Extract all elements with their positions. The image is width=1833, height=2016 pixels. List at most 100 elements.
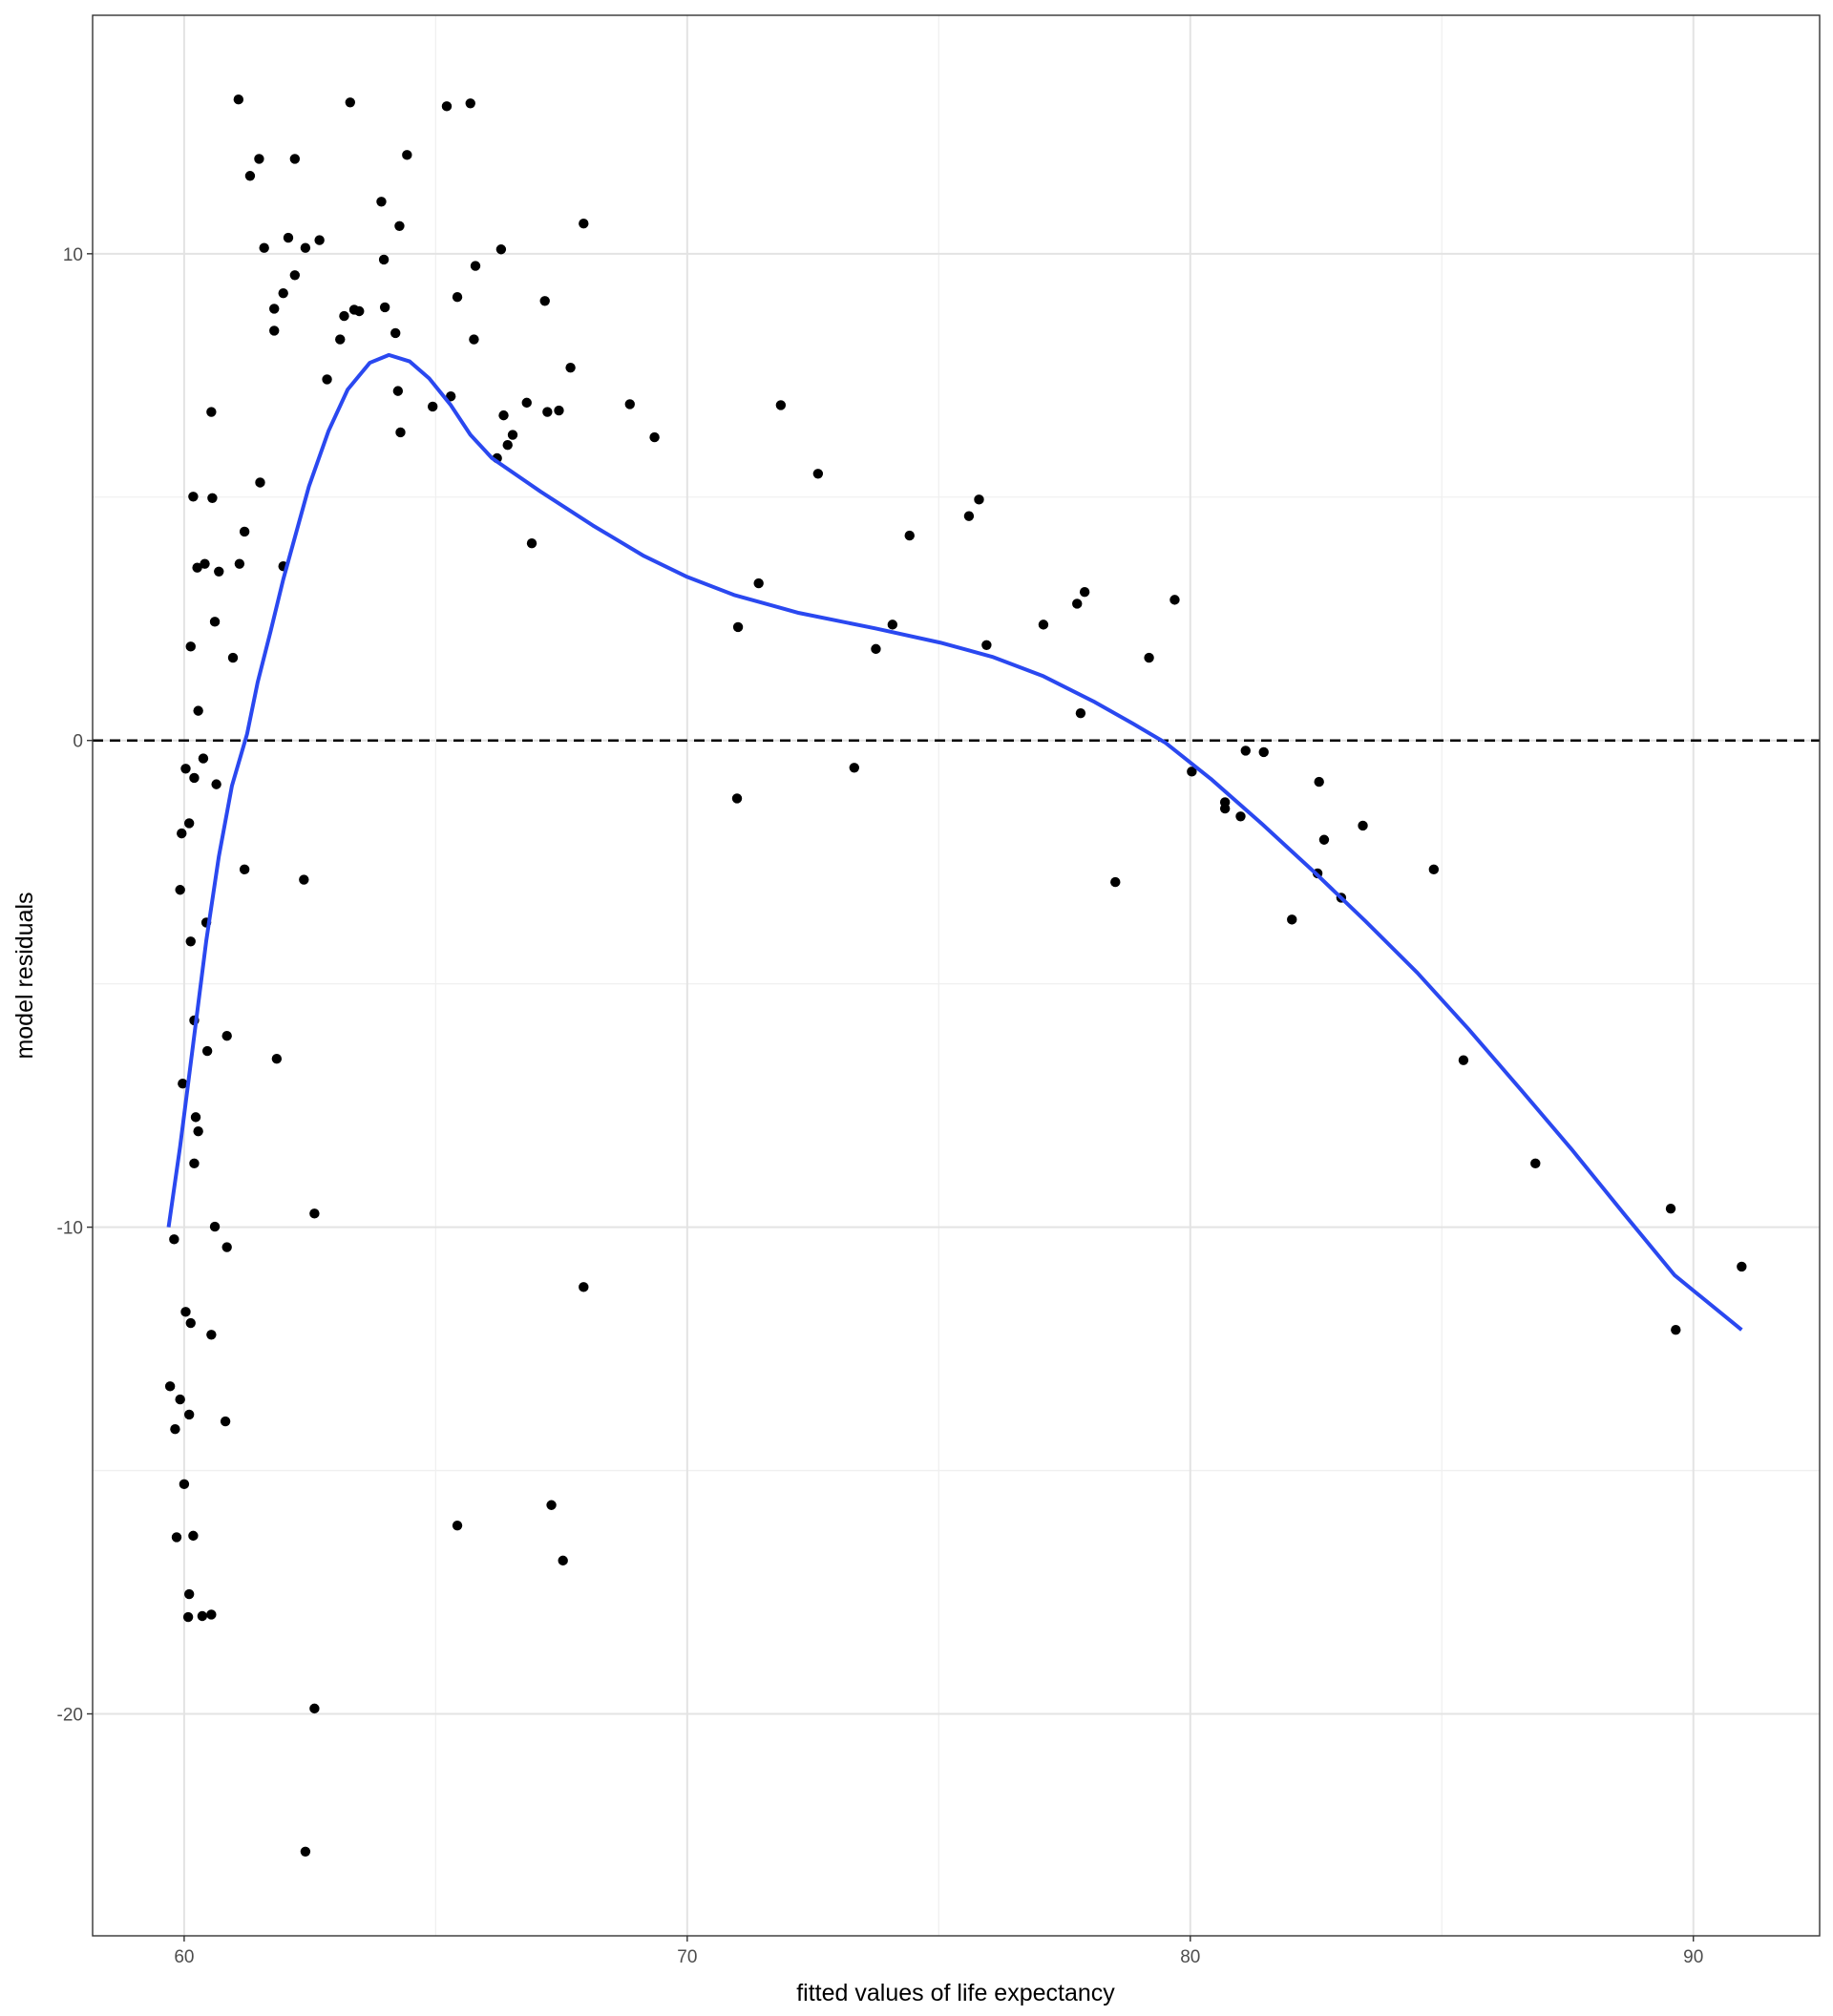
point <box>579 219 589 229</box>
point <box>269 326 280 336</box>
y-tick-label: 0 <box>73 732 83 752</box>
point <box>211 779 221 789</box>
point <box>234 558 245 569</box>
x-tick-label: 80 <box>1180 1947 1200 1967</box>
point <box>1258 746 1269 758</box>
point <box>193 705 203 716</box>
point <box>732 621 744 633</box>
point <box>227 652 239 663</box>
point <box>269 304 280 314</box>
point <box>164 1381 176 1392</box>
point <box>376 197 387 207</box>
point <box>1318 834 1330 845</box>
point <box>731 793 743 804</box>
point <box>206 1330 217 1340</box>
point <box>1072 598 1083 609</box>
point <box>565 362 576 373</box>
point <box>1110 876 1121 888</box>
point <box>289 270 301 281</box>
point <box>539 296 550 306</box>
point <box>209 1221 221 1232</box>
point <box>1144 652 1154 663</box>
point <box>254 154 264 164</box>
point <box>445 391 456 402</box>
point <box>239 526 250 537</box>
point <box>1169 595 1180 605</box>
point <box>974 494 984 505</box>
point <box>1038 620 1049 630</box>
point <box>507 430 518 440</box>
point <box>197 1610 208 1622</box>
point <box>335 334 346 345</box>
point <box>221 1031 232 1041</box>
point <box>198 753 209 764</box>
point <box>175 1394 185 1405</box>
point <box>289 154 301 164</box>
point <box>1358 820 1368 831</box>
smooth-line <box>166 352 1743 1332</box>
y-tick-label: -10 <box>57 1219 83 1239</box>
panel-border <box>92 14 1821 1937</box>
point <box>188 1530 199 1542</box>
point <box>170 1424 180 1435</box>
point <box>452 292 463 303</box>
point <box>394 220 405 231</box>
point <box>169 1234 179 1245</box>
point <box>300 242 311 253</box>
point <box>180 1307 191 1317</box>
point <box>452 1520 463 1531</box>
point <box>498 410 509 421</box>
marks <box>93 94 1820 1857</box>
point <box>521 397 532 409</box>
point <box>981 640 992 650</box>
point <box>775 400 787 410</box>
point <box>392 386 404 396</box>
grid <box>93 15 1820 1936</box>
x-tick-label: 60 <box>174 1947 194 1967</box>
point <box>201 1045 213 1057</box>
point <box>233 94 244 105</box>
point <box>963 511 975 521</box>
point <box>871 643 881 655</box>
point <box>390 327 401 339</box>
point <box>322 374 332 385</box>
point <box>200 558 210 569</box>
point <box>1075 707 1086 719</box>
point <box>188 492 199 502</box>
point <box>849 763 859 773</box>
point <box>300 1846 311 1857</box>
point <box>220 1416 231 1427</box>
point <box>1737 1261 1747 1272</box>
point <box>278 287 288 299</box>
point <box>283 232 294 243</box>
point <box>1240 746 1251 756</box>
point <box>1428 864 1440 875</box>
point <box>546 1500 557 1510</box>
point <box>271 1053 283 1064</box>
point <box>309 1703 320 1714</box>
y-tick-label: -20 <box>57 1705 83 1725</box>
point <box>185 936 196 947</box>
point <box>1530 1158 1541 1169</box>
point <box>526 538 537 549</box>
point <box>255 477 265 488</box>
point <box>209 617 221 627</box>
point <box>185 641 196 652</box>
point <box>177 828 187 839</box>
point <box>189 1158 200 1169</box>
point <box>193 1125 203 1137</box>
point <box>354 305 365 317</box>
point <box>649 431 660 443</box>
point <box>175 885 185 895</box>
point <box>469 334 479 345</box>
point <box>428 401 438 412</box>
point <box>183 1409 195 1420</box>
point <box>1314 776 1324 788</box>
point <box>183 1588 195 1600</box>
point <box>182 1611 194 1623</box>
point <box>402 150 412 160</box>
point <box>1287 914 1297 925</box>
point <box>206 407 217 417</box>
point <box>189 772 200 784</box>
